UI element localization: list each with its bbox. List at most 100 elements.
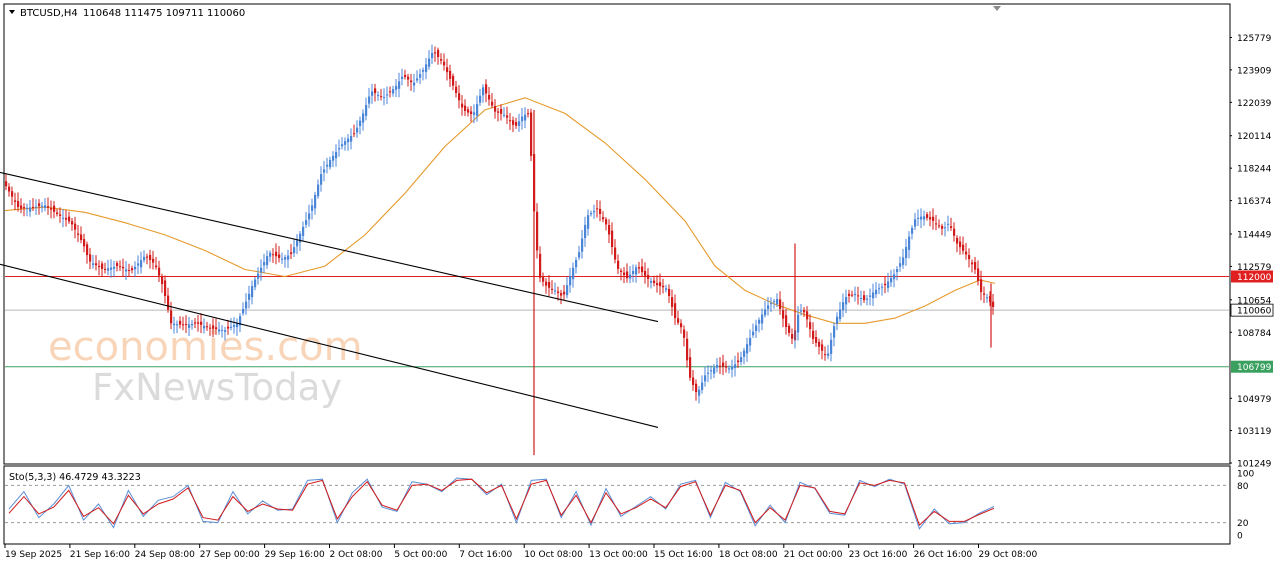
symbol-dropdown-icon[interactable] <box>9 10 15 14</box>
candle[interactable] <box>629 266 632 284</box>
candle[interactable] <box>260 259 263 281</box>
candle[interactable] <box>947 215 950 232</box>
candle[interactable] <box>254 276 257 291</box>
candle[interactable] <box>593 204 596 219</box>
candle[interactable] <box>380 89 383 101</box>
candle[interactable] <box>128 263 131 277</box>
candle[interactable] <box>269 250 272 262</box>
candle[interactable] <box>662 278 665 294</box>
candle[interactable] <box>749 329 752 352</box>
candle[interactable] <box>224 326 227 341</box>
candle[interactable] <box>449 64 452 87</box>
candle[interactable] <box>941 223 944 236</box>
candle[interactable] <box>599 200 602 222</box>
candle[interactable] <box>167 287 170 313</box>
candle[interactable] <box>53 201 56 219</box>
candle[interactable] <box>83 233 86 253</box>
candle[interactable] <box>680 319 683 334</box>
candle[interactable] <box>188 317 191 337</box>
candle[interactable] <box>926 211 929 221</box>
candle[interactable] <box>878 283 881 295</box>
candle[interactable] <box>914 212 917 230</box>
candle[interactable] <box>65 210 68 227</box>
candle[interactable] <box>731 359 734 378</box>
candle[interactable] <box>509 112 512 130</box>
candle[interactable] <box>392 85 395 97</box>
candle[interactable] <box>62 209 65 228</box>
candle[interactable] <box>446 58 449 81</box>
candle[interactable] <box>104 262 107 274</box>
candle[interactable] <box>737 352 740 368</box>
channel-lower-line[interactable] <box>0 263 659 428</box>
candle[interactable] <box>929 211 932 227</box>
candle[interactable] <box>701 375 704 394</box>
candle[interactable] <box>431 44 434 65</box>
candle[interactable] <box>515 117 518 129</box>
candle[interactable] <box>113 260 116 278</box>
candle[interactable] <box>101 261 104 277</box>
candle[interactable] <box>986 293 989 303</box>
candle[interactable] <box>38 199 41 215</box>
candle[interactable] <box>959 236 962 255</box>
candle[interactable] <box>761 308 764 331</box>
candle[interactable] <box>341 137 344 150</box>
candle[interactable] <box>596 199 599 218</box>
candle[interactable] <box>287 249 290 268</box>
candle[interactable] <box>902 248 905 269</box>
candle[interactable] <box>284 254 287 268</box>
candle[interactable] <box>110 259 113 278</box>
candle[interactable] <box>500 104 503 121</box>
candle[interactable] <box>647 268 650 288</box>
candle[interactable] <box>974 256 977 274</box>
candle[interactable] <box>686 331 689 368</box>
candle[interactable] <box>719 357 722 374</box>
candle[interactable] <box>578 245 581 261</box>
candle[interactable] <box>155 256 158 270</box>
candle[interactable] <box>743 347 746 365</box>
candle[interactable] <box>611 222 614 255</box>
candle[interactable] <box>26 203 29 217</box>
candle[interactable] <box>455 80 458 98</box>
candle[interactable] <box>764 301 767 318</box>
candle[interactable] <box>752 323 755 338</box>
candle[interactable] <box>89 247 92 270</box>
candle[interactable] <box>707 365 710 383</box>
candle[interactable] <box>911 225 914 240</box>
candle[interactable] <box>539 246 542 283</box>
candle[interactable] <box>350 128 353 150</box>
candle[interactable] <box>785 309 788 335</box>
candle[interactable] <box>503 107 506 118</box>
candle[interactable] <box>722 354 725 375</box>
candle[interactable] <box>398 72 401 98</box>
candle[interactable] <box>512 116 515 133</box>
candle[interactable] <box>542 272 545 287</box>
candle[interactable] <box>320 166 323 192</box>
candle[interactable] <box>410 73 413 91</box>
candle[interactable] <box>839 301 842 322</box>
candle[interactable] <box>470 106 473 122</box>
candle[interactable] <box>644 262 647 284</box>
candle[interactable] <box>569 268 572 293</box>
candle[interactable] <box>86 241 89 264</box>
candle[interactable] <box>983 286 986 303</box>
candle[interactable] <box>119 260 122 272</box>
candle[interactable] <box>383 88 386 106</box>
candle[interactable] <box>689 348 692 381</box>
candle[interactable] <box>134 261 137 277</box>
candle[interactable] <box>758 317 761 333</box>
candle[interactable] <box>332 151 335 168</box>
candle[interactable] <box>740 351 743 366</box>
candle[interactable] <box>890 269 893 288</box>
candle[interactable] <box>221 325 224 338</box>
candle[interactable] <box>713 364 716 379</box>
candle[interactable] <box>788 323 791 337</box>
chart-shift-marker[interactable] <box>993 6 1001 11</box>
candle[interactable] <box>212 318 215 338</box>
candle[interactable] <box>458 85 461 109</box>
candle[interactable] <box>185 315 188 334</box>
candle[interactable] <box>536 203 539 259</box>
candle[interactable] <box>290 244 293 260</box>
candle[interactable] <box>848 289 851 303</box>
candle[interactable] <box>71 218 74 231</box>
